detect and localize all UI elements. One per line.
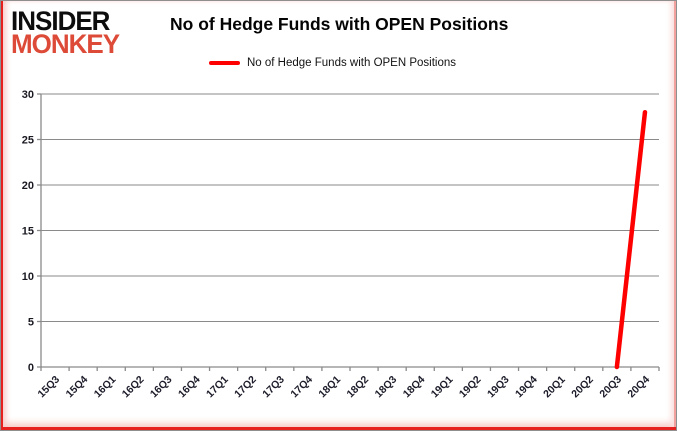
svg-text:19Q1: 19Q1 [429,374,456,401]
svg-text:16Q1: 16Q1 [92,374,119,401]
svg-text:5: 5 [28,317,34,329]
svg-text:16Q2: 16Q2 [120,374,147,401]
chart-title: No of Hedge Funds with OPEN Positions [170,14,509,34]
svg-text:20Q1: 20Q1 [541,374,568,401]
svg-text:20Q4: 20Q4 [625,374,652,401]
svg-text:17Q1: 17Q1 [204,374,231,401]
svg-text:16Q3: 16Q3 [148,374,175,401]
svg-text:17Q3: 17Q3 [260,374,287,401]
svg-text:19Q4: 19Q4 [513,374,540,401]
svg-text:25: 25 [22,135,34,147]
insider-monkey-logo: INSIDER MONKEY [11,5,120,60]
svg-text:18Q4: 18Q4 [401,374,428,401]
svg-text:18Q3: 18Q3 [373,374,400,401]
svg-text:18Q1: 18Q1 [316,374,343,401]
svg-text:20Q2: 20Q2 [569,374,596,401]
logo-text-insider: INSIDER [11,5,110,37]
legend-label: No of Hedge Funds with OPEN Positions [247,57,457,69]
svg-text:15Q4: 15Q4 [64,374,91,401]
svg-text:20: 20 [22,180,34,192]
svg-text:20Q3: 20Q3 [597,374,624,401]
svg-text:15: 15 [22,226,34,238]
svg-text:19Q2: 19Q2 [457,374,484,401]
legend-line-swatch [209,61,240,65]
svg-text:15Q3: 15Q3 [36,374,63,401]
svg-text:19Q3: 19Q3 [485,374,512,401]
svg-text:0: 0 [28,362,34,374]
svg-text:18Q2: 18Q2 [345,374,372,401]
svg-text:30: 30 [22,89,34,101]
svg-text:10: 10 [22,271,34,283]
svg-text:17Q4: 17Q4 [288,374,315,401]
chart-legend: No of Hedge Funds with OPEN Positions [209,56,456,70]
svg-text:17Q2: 17Q2 [232,374,259,401]
svg-text:16Q4: 16Q4 [176,374,203,401]
logo-text-monkey: MONKEY [11,28,120,60]
